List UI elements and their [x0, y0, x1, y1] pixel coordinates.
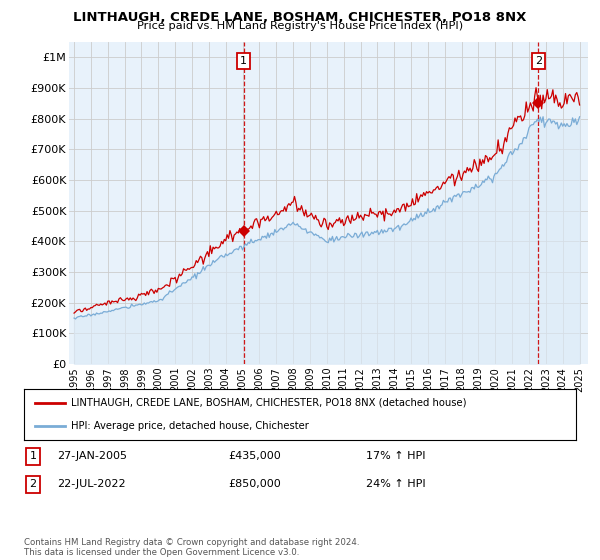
Text: £850,000: £850,000	[228, 479, 281, 489]
Text: 1: 1	[240, 57, 247, 66]
Text: 2: 2	[535, 57, 542, 66]
Text: £435,000: £435,000	[228, 451, 281, 461]
Text: 2: 2	[29, 479, 37, 489]
Text: 1: 1	[29, 451, 37, 461]
Text: Contains HM Land Registry data © Crown copyright and database right 2024.
This d: Contains HM Land Registry data © Crown c…	[24, 538, 359, 557]
Text: 17% ↑ HPI: 17% ↑ HPI	[366, 451, 425, 461]
Text: LINTHAUGH, CREDE LANE, BOSHAM, CHICHESTER, PO18 8NX: LINTHAUGH, CREDE LANE, BOSHAM, CHICHESTE…	[73, 11, 527, 24]
Text: LINTHAUGH, CREDE LANE, BOSHAM, CHICHESTER, PO18 8NX (detached house): LINTHAUGH, CREDE LANE, BOSHAM, CHICHESTE…	[71, 398, 466, 408]
Text: Price paid vs. HM Land Registry's House Price Index (HPI): Price paid vs. HM Land Registry's House …	[137, 21, 463, 31]
Text: 24% ↑ HPI: 24% ↑ HPI	[366, 479, 425, 489]
Text: 27-JAN-2005: 27-JAN-2005	[57, 451, 127, 461]
Text: HPI: Average price, detached house, Chichester: HPI: Average price, detached house, Chic…	[71, 421, 309, 431]
Text: 22-JUL-2022: 22-JUL-2022	[57, 479, 125, 489]
